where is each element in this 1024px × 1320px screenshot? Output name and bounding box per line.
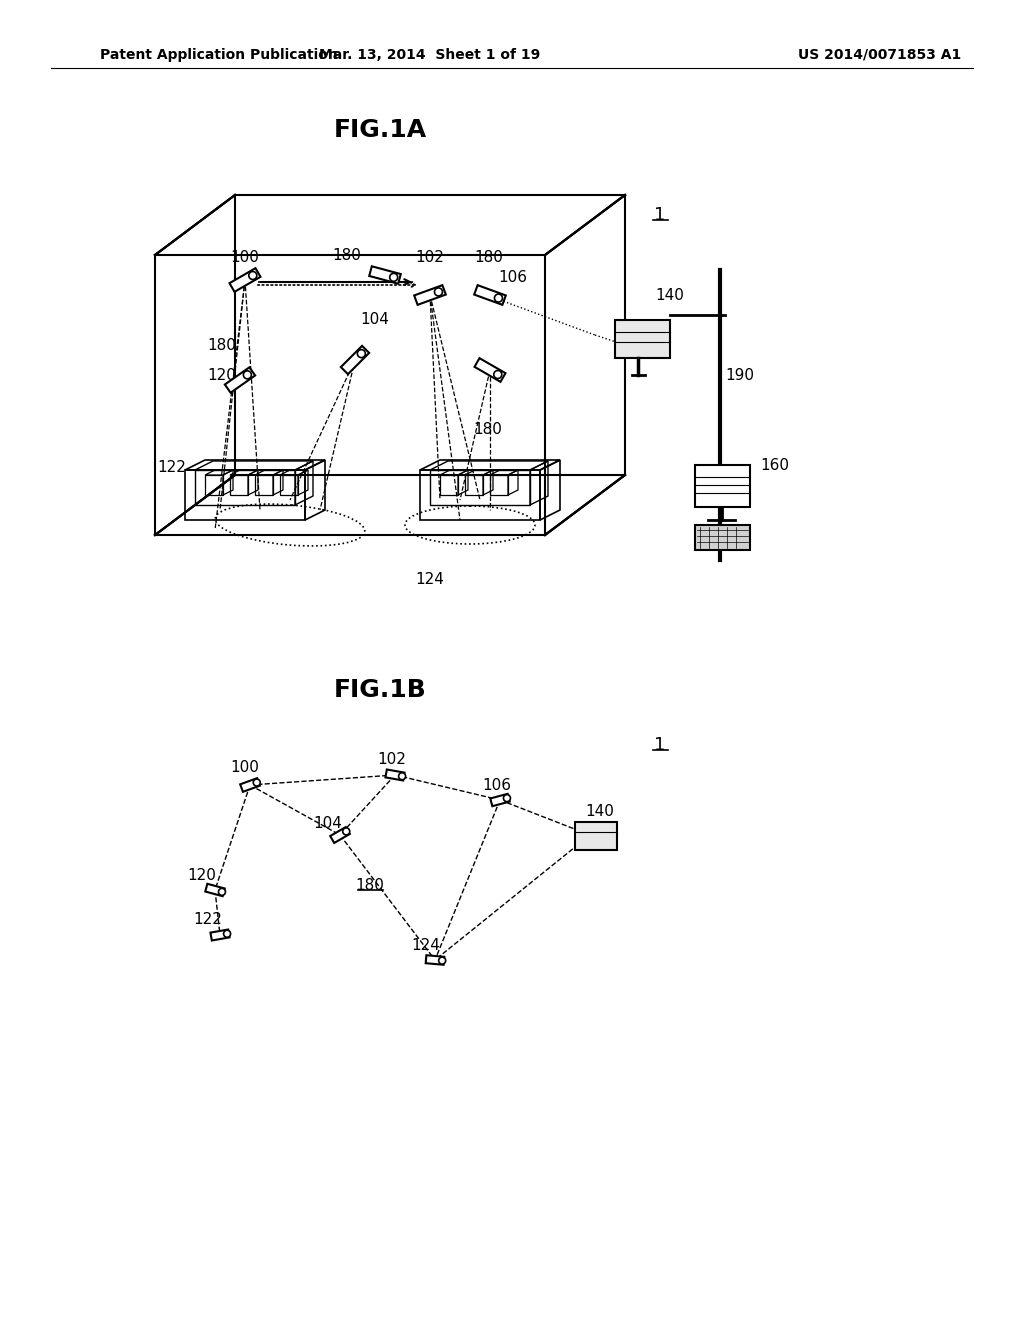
Polygon shape bbox=[225, 367, 255, 392]
Bar bbox=[695, 465, 750, 507]
Polygon shape bbox=[474, 358, 506, 381]
Polygon shape bbox=[211, 929, 229, 941]
Circle shape bbox=[249, 272, 257, 280]
Text: 124: 124 bbox=[416, 573, 444, 587]
Text: 1: 1 bbox=[654, 206, 666, 224]
Text: 120: 120 bbox=[187, 867, 216, 883]
Polygon shape bbox=[330, 828, 350, 843]
Text: 100: 100 bbox=[230, 760, 259, 776]
Polygon shape bbox=[426, 956, 444, 965]
Bar bbox=[615, 319, 670, 358]
Circle shape bbox=[504, 795, 510, 801]
Text: US 2014/0071853 A1: US 2014/0071853 A1 bbox=[799, 48, 962, 62]
Polygon shape bbox=[205, 884, 224, 896]
Text: 120: 120 bbox=[208, 367, 237, 383]
Polygon shape bbox=[341, 346, 369, 374]
Circle shape bbox=[398, 772, 406, 780]
Text: 190: 190 bbox=[725, 367, 755, 383]
Text: 180: 180 bbox=[474, 251, 504, 265]
Text: 180: 180 bbox=[473, 422, 503, 437]
Text: 102: 102 bbox=[378, 752, 407, 767]
Circle shape bbox=[494, 371, 502, 379]
Text: 106: 106 bbox=[482, 777, 512, 792]
Circle shape bbox=[357, 350, 366, 358]
Text: 104: 104 bbox=[360, 313, 389, 327]
Text: 102: 102 bbox=[416, 251, 444, 265]
Text: 104: 104 bbox=[313, 816, 342, 830]
Text: FIG.1B: FIG.1B bbox=[334, 678, 426, 702]
Circle shape bbox=[434, 288, 442, 296]
Circle shape bbox=[438, 957, 445, 964]
Circle shape bbox=[244, 371, 251, 379]
Bar bbox=[695, 525, 750, 550]
Text: 180: 180 bbox=[208, 338, 237, 352]
Text: 140: 140 bbox=[586, 804, 614, 820]
Text: 106: 106 bbox=[499, 271, 527, 285]
Text: 160: 160 bbox=[761, 458, 790, 473]
Text: 140: 140 bbox=[655, 288, 684, 302]
Text: 1: 1 bbox=[654, 737, 666, 754]
Circle shape bbox=[343, 828, 350, 836]
Bar bbox=[575, 822, 617, 850]
Circle shape bbox=[218, 888, 225, 895]
Text: 124: 124 bbox=[412, 937, 440, 953]
Polygon shape bbox=[474, 285, 506, 305]
Polygon shape bbox=[370, 267, 400, 284]
Polygon shape bbox=[229, 268, 260, 292]
Circle shape bbox=[495, 294, 503, 302]
Text: Mar. 13, 2014  Sheet 1 of 19: Mar. 13, 2014 Sheet 1 of 19 bbox=[319, 48, 541, 62]
Circle shape bbox=[390, 273, 397, 281]
Text: 180: 180 bbox=[333, 248, 361, 263]
Polygon shape bbox=[385, 770, 404, 780]
Text: 180: 180 bbox=[355, 878, 384, 892]
Text: 122: 122 bbox=[194, 912, 222, 928]
Text: FIG.1A: FIG.1A bbox=[334, 117, 427, 143]
Text: 100: 100 bbox=[230, 251, 259, 265]
Circle shape bbox=[253, 779, 260, 785]
Text: 122: 122 bbox=[158, 461, 186, 475]
Text: Patent Application Publication: Patent Application Publication bbox=[100, 48, 338, 62]
Circle shape bbox=[223, 931, 230, 937]
Polygon shape bbox=[414, 285, 445, 305]
Polygon shape bbox=[490, 793, 510, 807]
Polygon shape bbox=[241, 779, 260, 792]
